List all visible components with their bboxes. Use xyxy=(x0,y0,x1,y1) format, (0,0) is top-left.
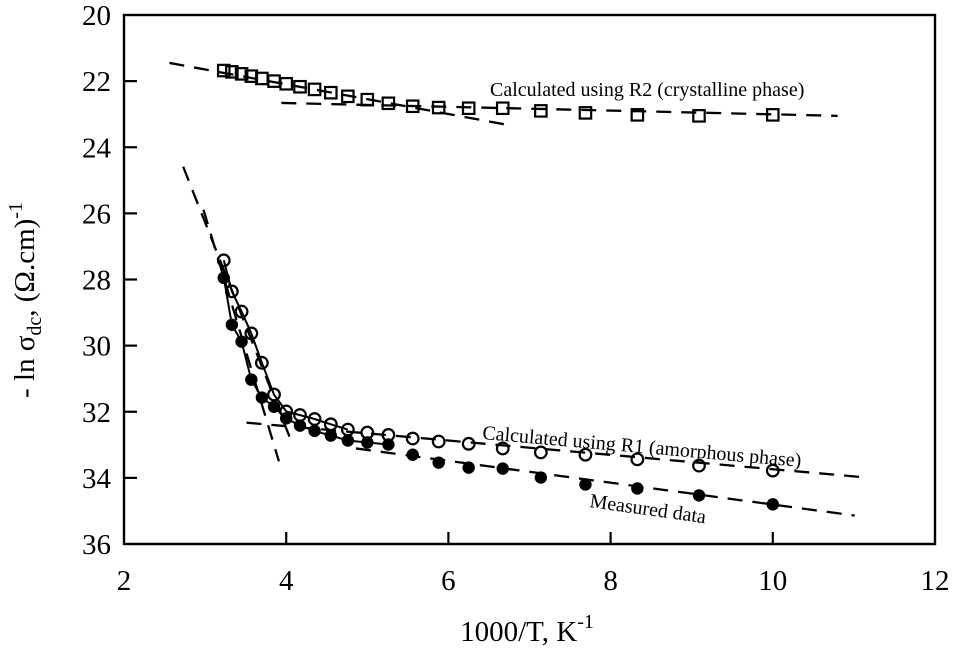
filled-circle-marker xyxy=(579,478,592,491)
filled-circle-marker xyxy=(235,335,248,348)
open-square-marker xyxy=(293,79,307,94)
x-tick-label-12: 12 xyxy=(921,565,950,597)
filled-circle-marker xyxy=(361,436,374,449)
y-axis-title: - ln σdc, (Ω.cm)-1 xyxy=(5,202,46,398)
open-square-marker xyxy=(461,101,476,116)
filled-circle-marker xyxy=(631,482,644,495)
y-tick-label-22: 22 xyxy=(82,66,111,98)
fit-line-r1-shallow xyxy=(246,421,867,479)
fit-line-r2-high-temp xyxy=(169,61,513,127)
filled-circle-marker xyxy=(217,271,230,285)
open-circle-marker xyxy=(431,434,446,449)
open-square-marker xyxy=(578,106,593,120)
open-square-marker xyxy=(324,85,338,100)
y-tick-label-26: 26 xyxy=(82,198,111,230)
open-square-marker xyxy=(431,100,446,115)
filled-circle-marker xyxy=(308,424,321,438)
open-square-marker xyxy=(216,63,231,78)
fit-line-r2-low-temp xyxy=(281,101,838,117)
open-circle-marker xyxy=(630,452,645,467)
x-tick-label-8: 8 xyxy=(603,565,618,597)
x-tick-label-6: 6 xyxy=(441,565,456,597)
open-circle-marker xyxy=(578,447,593,462)
x-tick-label-2: 2 xyxy=(117,565,132,597)
filled-circle-marker xyxy=(341,434,355,447)
open-square-marker xyxy=(692,109,706,123)
open-square-marker xyxy=(234,67,249,81)
x-tick-label-4: 4 xyxy=(279,565,294,597)
open-square-marker xyxy=(405,99,420,114)
axis-ticks xyxy=(124,80,774,544)
filled-circle-marker xyxy=(692,489,706,502)
x-tick-label-10: 10 xyxy=(758,565,787,597)
open-circle-marker xyxy=(234,304,249,319)
series-measured xyxy=(217,271,779,511)
filled-circle-marker xyxy=(255,391,269,404)
open-square-marker xyxy=(225,65,239,79)
filled-circle-marker xyxy=(245,373,258,386)
open-circle-marker xyxy=(495,441,510,456)
y-tick-label-32: 32 xyxy=(82,397,111,429)
filled-circle-marker xyxy=(496,462,509,475)
open-square-marker xyxy=(765,108,780,122)
filled-circle-marker xyxy=(324,429,338,442)
open-circle-marker xyxy=(533,445,548,460)
filled-circle-marker xyxy=(293,419,307,432)
x-axis-title: 1000/T, K-1 xyxy=(460,611,594,648)
open-circle-marker xyxy=(461,436,476,451)
open-square-marker xyxy=(495,101,510,116)
y-tick-label-20: 20 xyxy=(82,0,111,32)
filled-circle-marker xyxy=(225,318,239,331)
open-circle-marker xyxy=(267,387,281,402)
filled-circle-marker xyxy=(766,498,779,511)
y-tick-label-28: 28 xyxy=(82,265,111,297)
open-square-marker xyxy=(279,76,293,91)
open-square-marker xyxy=(360,92,375,107)
open-square-marker xyxy=(341,89,355,104)
annotation-measured-label: Measured data xyxy=(588,490,707,528)
open-circle-marker xyxy=(692,458,706,473)
open-square-marker xyxy=(381,96,396,111)
filled-circle-marker xyxy=(267,400,281,413)
open-circle-marker xyxy=(216,253,231,268)
y-tick-label-34: 34 xyxy=(82,463,112,495)
open-square-marker xyxy=(534,104,548,118)
open-square-marker xyxy=(630,108,645,122)
open-circle-marker xyxy=(340,422,355,437)
filled-circle-marker xyxy=(406,448,419,461)
filled-circle-marker xyxy=(534,471,548,484)
open-square-marker xyxy=(307,82,322,97)
y-tick-label-24: 24 xyxy=(82,132,112,164)
y-tick-label-30: 30 xyxy=(82,331,111,363)
filled-circle-marker xyxy=(462,461,475,474)
series-calculated-r2 xyxy=(216,63,780,123)
annotation-r2-label: Calculated using R2 (crystalline phase) xyxy=(490,79,804,101)
open-circle-marker xyxy=(254,355,269,370)
open-circle-marker xyxy=(405,431,420,446)
filled-circle-marker xyxy=(432,456,445,469)
open-circle-marker xyxy=(765,463,780,478)
y-tick-label-36: 36 xyxy=(82,529,111,561)
filled-circle-marker xyxy=(280,412,293,425)
open-circle-marker xyxy=(244,326,259,341)
filled-circle-marker xyxy=(382,438,395,451)
